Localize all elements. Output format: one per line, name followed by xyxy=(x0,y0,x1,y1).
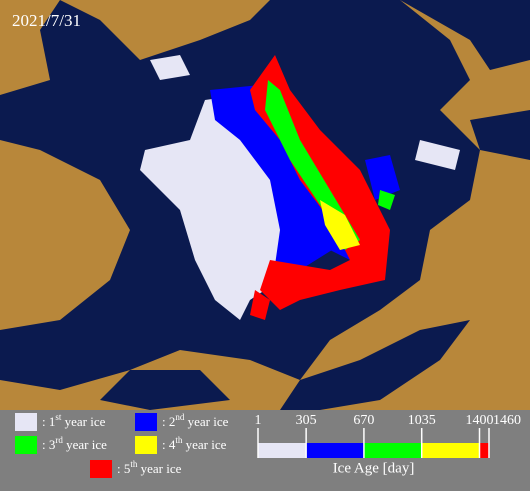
legend-sup: st xyxy=(55,412,62,422)
legend-suffix: year ice xyxy=(184,414,228,429)
colorbar-segment xyxy=(306,443,364,458)
ocean-channels xyxy=(100,0,530,410)
colorbar-tick-label: 1460 xyxy=(493,413,521,428)
legend-label: : 3rd year ice xyxy=(42,435,107,452)
legend-prefix: : 5 xyxy=(117,461,130,476)
legend: : 1st year ice: 2nd year ice: 3rd year i… xyxy=(15,412,229,478)
colorbar-segment xyxy=(363,443,422,458)
colorbar-tick-label: 1 xyxy=(255,413,262,428)
colorbar-segment xyxy=(258,443,307,458)
legend-sup: th xyxy=(175,435,183,445)
colorbar-tick-label: 1400 xyxy=(466,413,494,428)
legend-swatch xyxy=(90,460,112,478)
legend-sup: th xyxy=(130,459,138,469)
date-label: 2021/7/31 xyxy=(12,11,81,30)
legend-swatch xyxy=(15,413,37,431)
colorbar-tick-label: 305 xyxy=(296,413,317,428)
colorbar-segment xyxy=(421,443,480,458)
legend-label: : 5th year ice xyxy=(117,459,182,476)
legend-suffix: year ice xyxy=(182,437,226,452)
colorbar-label: Ice Age [day] xyxy=(333,460,415,476)
legend-swatch xyxy=(135,436,157,454)
legend-swatch xyxy=(135,413,157,431)
legend-sup: rd xyxy=(55,435,63,445)
colorbar-tick-label: 670 xyxy=(353,413,374,428)
legend-label: : 1st year ice xyxy=(42,412,106,429)
legend-label: : 4th year ice xyxy=(162,435,227,452)
legend-suffix: year ice xyxy=(61,414,105,429)
colorbar-segment xyxy=(479,443,489,458)
legend-suffix: year ice xyxy=(137,461,181,476)
legend-prefix: : 1 xyxy=(42,414,55,429)
legend-sup: nd xyxy=(175,412,185,422)
legend-label: : 2nd year ice xyxy=(162,412,229,429)
colorbar: 1 305 670 1035 1400 1460 Ice Age [day] xyxy=(255,413,522,476)
legend-prefix: : 2 xyxy=(162,414,175,429)
legend-swatch xyxy=(15,436,37,454)
legend-prefix: : 3 xyxy=(42,437,55,452)
legend-suffix: year ice xyxy=(63,437,107,452)
fourth-year-ice xyxy=(320,200,360,250)
legend-prefix: : 4 xyxy=(162,437,176,452)
colorbar-tick-label: 1035 xyxy=(408,413,436,428)
